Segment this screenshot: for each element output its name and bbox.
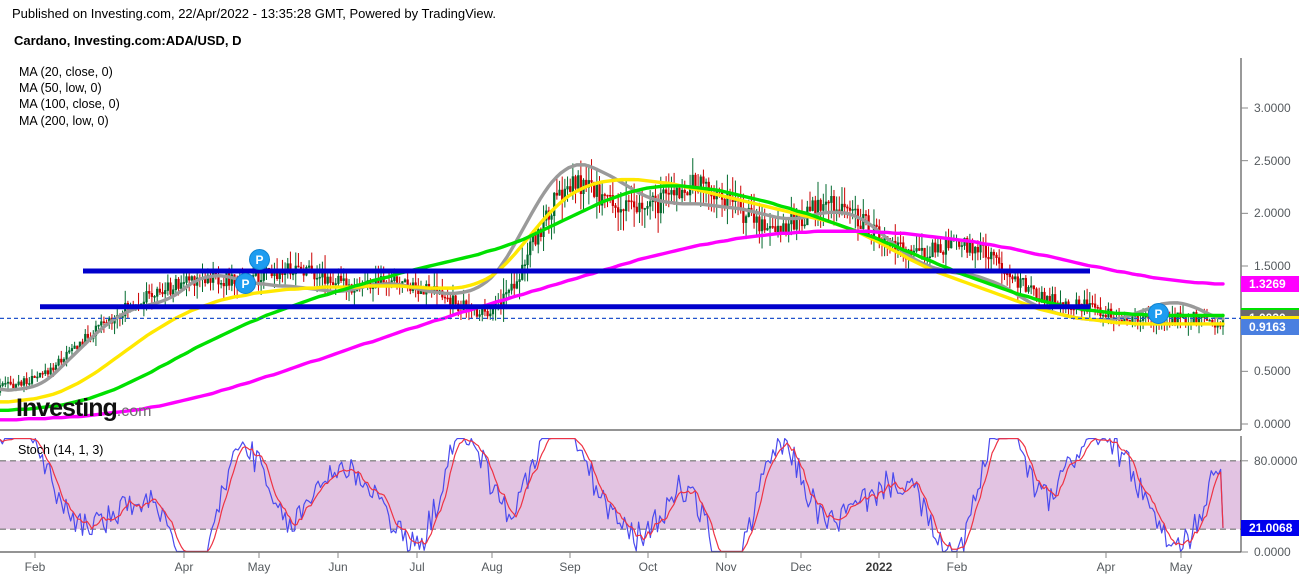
candlestick-series [0, 158, 1225, 396]
published-line: Published on Investing.com, 22/Apr/2022 … [12, 6, 496, 21]
time-tick-May: May [247, 560, 271, 574]
time-tick-2022: 2022 [865, 560, 893, 574]
time-tick-Nov: Nov [715, 560, 737, 574]
time-tick-Oct: Oct [638, 560, 658, 574]
pivot-marker-3[interactable]: P [1148, 303, 1169, 324]
stoch-d-badge[interactable]: 21.0068 [1241, 520, 1299, 537]
price-tick-2.5000: 2.5000 [1254, 153, 1291, 168]
ma-legend-item-50: MA (50, low, 0) [19, 81, 102, 96]
axis-lines [0, 58, 1248, 558]
investing-watermark: Investing.com [16, 394, 151, 426]
time-tick-Aug: Aug [481, 560, 503, 574]
price-tick-3.0000: 3.0000 [1254, 101, 1291, 115]
price-tick-2.0000: 2.0000 [1254, 206, 1291, 221]
time-tick-Apr: Apr [174, 560, 194, 574]
ma200-price-badge[interactable]: 1.3269 [1241, 276, 1299, 293]
ma-legend: MA (20, close, 0) MA (50, low, 0) MA (10… [19, 64, 120, 129]
watermark-name: Investing [16, 394, 118, 422]
time-tick-May: May [1169, 560, 1193, 574]
time-tick-Feb: Feb [946, 560, 968, 574]
time-tick-Sep: Sep [559, 560, 581, 574]
pivot-marker-2[interactable]: P [235, 273, 256, 294]
time-tick-Dec: Dec [790, 560, 812, 574]
horizontal-level-lines [0, 268, 1241, 319]
stoch-tick-0.0000: 0.0000 [1254, 545, 1291, 559]
price-tick-0.5000: 0.5000 [1254, 364, 1291, 379]
ma-legend-item-100: MA (100, close, 0) [19, 97, 120, 112]
symbol-title: Cardano, Investing.com:ADA/USD, D [14, 33, 242, 48]
time-tick-Feb: Feb [24, 560, 46, 574]
time-tick-Jun: Jun [328, 560, 348, 574]
watermark-suffix: .com [116, 403, 152, 420]
price-tick-1.5000: 1.5000 [1254, 259, 1291, 273]
price-tick-0.0000: 0.0000 [1254, 417, 1291, 431]
ma20-price-badge[interactable]: 0.9163 [1241, 319, 1299, 336]
ma-legend-item-20: MA (20, close, 0) [19, 65, 113, 79]
time-tick-Jul: Jul [409, 560, 425, 574]
stoch-tick-80.0000: 80.0000 [1254, 453, 1298, 468]
pivot-marker-1[interactable]: P [249, 249, 270, 270]
ma-legend-item-200: MA (200, low, 0) [19, 113, 109, 128]
stoch-legend: Stoch (14, 1, 3) [18, 443, 104, 457]
stochastic-series [0, 437, 1241, 553]
time-tick-Apr: Apr [1096, 560, 1116, 574]
